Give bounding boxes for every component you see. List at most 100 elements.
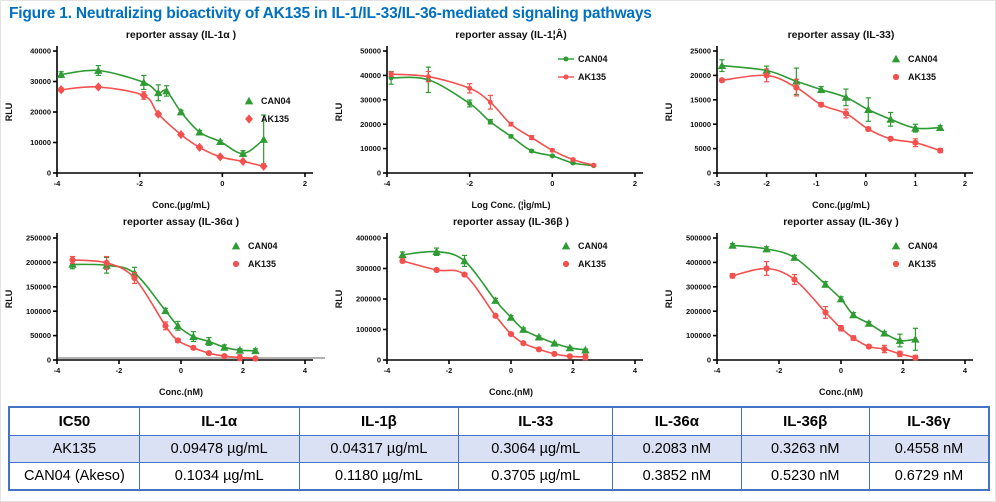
svg-text:CAN04: CAN04 bbox=[908, 54, 938, 64]
svg-text:0: 0 bbox=[864, 179, 868, 188]
svg-text:5000: 5000 bbox=[694, 144, 711, 153]
svg-text:AK135: AK135 bbox=[908, 72, 936, 82]
ic50-value-cell: 0.3263 nM bbox=[740, 435, 870, 463]
svg-text:4: 4 bbox=[303, 366, 308, 375]
svg-text:300000: 300000 bbox=[686, 282, 711, 291]
svg-text:-2: -2 bbox=[136, 179, 143, 188]
svg-text:-4: -4 bbox=[714, 366, 721, 375]
svg-text:-4: -4 bbox=[54, 366, 61, 375]
svg-text:reporter assay (IL-36α ): reporter assay (IL-36α ) bbox=[123, 216, 239, 228]
svg-text:reporter assay (IL-1¦Â): reporter assay (IL-1¦Â) bbox=[455, 28, 566, 41]
svg-text:reporter assay (IL-33): reporter assay (IL-33) bbox=[788, 29, 895, 41]
svg-text:150000: 150000 bbox=[26, 282, 51, 291]
svg-text:4: 4 bbox=[633, 366, 638, 375]
chart-svg-3: reporter assay (IL-36α ) 0 50000 100000 1500… bbox=[4, 216, 325, 397]
svg-text:-2: -2 bbox=[763, 179, 770, 188]
svg-text:AK135: AK135 bbox=[248, 259, 276, 269]
svg-text:20000: 20000 bbox=[360, 120, 381, 129]
ic50-header-cell-2: IL-1β bbox=[298, 406, 460, 436]
svg-text:-1: -1 bbox=[813, 179, 820, 188]
svg-text:2: 2 bbox=[241, 366, 245, 375]
ic50-value-cell: 0.1180 µg/mL bbox=[298, 462, 460, 491]
ic50-header-cell-3: IL-33 bbox=[458, 406, 614, 436]
ic50-table-wrapper: IC50 IL-1α IL-1β IL-33 IL-36α IL-36β IL-36γ AK… bbox=[8, 406, 990, 491]
ic50-value-cell: 0.2083 nM bbox=[612, 435, 742, 463]
svg-text:RLU: RLU bbox=[4, 103, 14, 122]
svg-text:Conc.(nM): Conc.(nM) bbox=[489, 387, 533, 397]
ic50-value-cell: 0.04317 µg/mL bbox=[298, 435, 460, 463]
ic50-value-cell: 0.4558 nM bbox=[868, 435, 990, 463]
svg-text:200000: 200000 bbox=[356, 295, 381, 304]
ic50-value-cell: 0.6729 nM bbox=[868, 462, 990, 491]
chart-svg-5: reporter assay (IL-36γ ) 0 100000 200000 300… bbox=[664, 216, 973, 397]
svg-text:0: 0 bbox=[179, 366, 183, 375]
ic50-row-label: AK135 bbox=[8, 435, 140, 463]
svg-text:50000: 50000 bbox=[30, 331, 51, 340]
svg-text:2: 2 bbox=[571, 366, 575, 375]
svg-text:-4: -4 bbox=[384, 366, 391, 375]
svg-text:AK135: AK135 bbox=[908, 259, 936, 269]
svg-text:-2: -2 bbox=[116, 366, 123, 375]
ic50-header-cell-5: IL-36β bbox=[740, 406, 870, 436]
svg-text:2: 2 bbox=[963, 179, 967, 188]
ic50-value-cell: 0.1034 µg/mL bbox=[138, 462, 300, 491]
svg-text:10000: 10000 bbox=[30, 138, 51, 147]
chart-svg-2: reporter assay (IL-33) 0 5000 10000 15000 200… bbox=[664, 29, 973, 210]
ic50-header-cell-6: IL-36γ bbox=[868, 406, 990, 436]
ic50-header-cell-1: IL-1α bbox=[138, 406, 300, 436]
ic50-row-can04-akeso: CAN04 (Akeso) 0.1034 µg/mL 0.1180 µg/mL 0.3… bbox=[8, 462, 990, 491]
svg-text:CAN04: CAN04 bbox=[578, 241, 608, 251]
svg-text:0: 0 bbox=[509, 366, 513, 375]
svg-text:0: 0 bbox=[47, 356, 51, 365]
ic50-table-body: AK135 0.09478 µg/mL 0.04317 µg/mL 0.3064 µg… bbox=[8, 435, 990, 491]
chart-reporter-assay-il-33: reporter assay (IL-33) 0 5000 10000 15000 200… bbox=[663, 25, 993, 212]
svg-text:250000: 250000 bbox=[26, 234, 51, 243]
svg-text:AK135: AK135 bbox=[578, 72, 606, 82]
ic50-table: IC50 IL-1α IL-1β IL-33 IL-36α IL-36β IL-36γ AK… bbox=[8, 406, 990, 491]
svg-text:30000: 30000 bbox=[30, 77, 51, 86]
svg-text:30000: 30000 bbox=[360, 95, 381, 104]
ic50-value-cell: 0.3705 µg/mL bbox=[458, 462, 614, 491]
svg-text:2: 2 bbox=[303, 179, 307, 188]
svg-text:400000: 400000 bbox=[356, 234, 381, 243]
svg-text:40000: 40000 bbox=[30, 47, 51, 56]
svg-text:-2: -2 bbox=[446, 366, 453, 375]
svg-text:Conc.(µg/mL): Conc.(µg/mL) bbox=[812, 200, 870, 210]
svg-text:0: 0 bbox=[550, 179, 554, 188]
ic50-value-cell: 0.3852 nM bbox=[612, 462, 742, 491]
svg-text:2: 2 bbox=[633, 179, 637, 188]
figure-title: Figure 1. Neutralizing bioactivity of AK… bbox=[9, 5, 652, 22]
svg-text:CAN04: CAN04 bbox=[248, 241, 278, 251]
ic50-value-cell: 0.3064 µg/mL bbox=[458, 435, 614, 463]
svg-text:Conc.(µg/mL): Conc.(µg/mL) bbox=[152, 200, 210, 210]
svg-text:100000: 100000 bbox=[686, 331, 711, 340]
chart-reporter-assay-il-36a: reporter assay (IL-36α ) 0 50000 100000 1500… bbox=[3, 212, 333, 399]
svg-text:Conc.(nM): Conc.(nM) bbox=[159, 387, 203, 397]
svg-text:Conc.(nM): Conc.(nM) bbox=[819, 387, 863, 397]
svg-text:15000: 15000 bbox=[690, 95, 711, 104]
svg-text:0: 0 bbox=[220, 179, 224, 188]
ic50-row-label: CAN04 (Akeso) bbox=[8, 462, 140, 491]
chart-reporter-assay-il-36b: reporter assay (IL-36β ) 0 100000 200000 300… bbox=[333, 212, 663, 399]
chart-reporter-assay-il-1a: reporter assay (IL-1α ) 0 10000 20000 30000 4… bbox=[3, 25, 333, 212]
svg-text:400000: 400000 bbox=[686, 258, 711, 267]
svg-text:0: 0 bbox=[47, 169, 51, 178]
svg-text:-2: -2 bbox=[466, 179, 473, 188]
ic50-header-cell-4: IL-36α bbox=[612, 406, 742, 436]
svg-text:1: 1 bbox=[913, 179, 917, 188]
svg-text:25000: 25000 bbox=[690, 47, 711, 56]
svg-text:10000: 10000 bbox=[360, 144, 381, 153]
svg-text:300000: 300000 bbox=[356, 264, 381, 273]
svg-text:0: 0 bbox=[707, 356, 711, 365]
svg-text:AK135: AK135 bbox=[578, 259, 606, 269]
svg-text:200000: 200000 bbox=[686, 307, 711, 316]
ic50-table-head: IC50 IL-1α IL-1β IL-33 IL-36α IL-36β IL-36γ bbox=[8, 406, 990, 436]
svg-text:200000: 200000 bbox=[26, 258, 51, 267]
svg-text:20000: 20000 bbox=[30, 108, 51, 117]
svg-text:reporter assay (IL-1α ): reporter assay (IL-1α ) bbox=[126, 29, 236, 41]
ic50-value-cell: 0.5230 nM bbox=[740, 462, 870, 491]
svg-text:500000: 500000 bbox=[686, 234, 711, 243]
charts-grid: reporter assay (IL-1α ) 0 10000 20000 30000 4… bbox=[3, 25, 995, 399]
svg-text:reporter assay (IL-36β ): reporter assay (IL-36β ) bbox=[453, 216, 569, 228]
svg-text:RLU: RLU bbox=[334, 290, 344, 309]
